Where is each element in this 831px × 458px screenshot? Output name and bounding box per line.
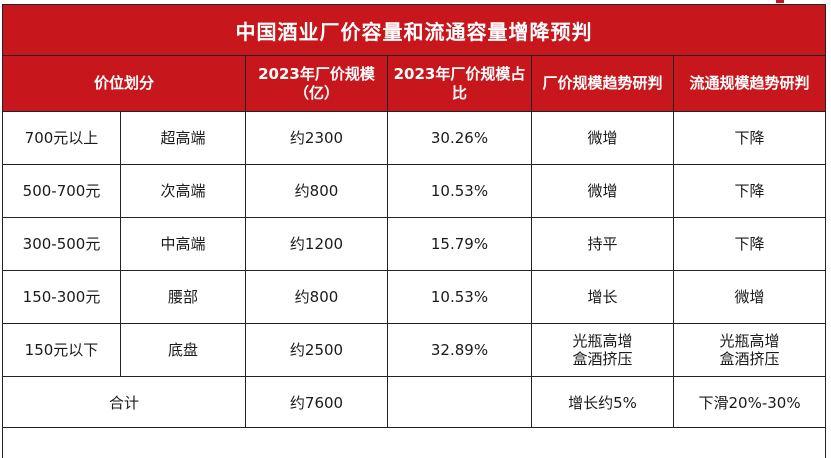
header-factory-trend: 厂价规模趋势研判: [532, 56, 674, 112]
header-row: 价位划分 2023年厂价规模（亿） 2023年厂价规模占比 厂价规模趋势研判 流…: [3, 56, 826, 112]
channel-trend-value: 光瓶高增 盒酒挤压: [674, 324, 826, 377]
scale-value: 约2500: [246, 324, 388, 377]
segment-name: 次高端: [121, 165, 246, 218]
total-row: 合计 约7600 增长约5% 下滑20%-30%: [3, 377, 826, 428]
channel-trend-value: 微增: [674, 271, 826, 324]
segment-name: 中高端: [121, 218, 246, 271]
footer-row: [3, 428, 826, 458]
price-range: 150-300元: [3, 271, 121, 324]
table-row: 150-300元 腰部 约800 10.53% 增长 微增: [3, 271, 826, 324]
table-row: 700元以上 超高端 约2300 30.26% 微增 下降: [3, 112, 826, 165]
table-title: 中国酒业厂价容量和流通容量增降预判: [3, 5, 826, 56]
scale-value: 约800: [246, 165, 388, 218]
channel-trend-value: 下降: [674, 165, 826, 218]
share-value: 10.53%: [388, 271, 532, 324]
price-range: 150元以下: [3, 324, 121, 377]
share-value: 32.89%: [388, 324, 532, 377]
price-range: 500-700元: [3, 165, 121, 218]
total-label: 合计: [3, 377, 246, 428]
segment-name: 底盘: [121, 324, 246, 377]
scale-value: 约1200: [246, 218, 388, 271]
table-row: 300-500元 中高端 约1200 15.79% 持平 下降: [3, 218, 826, 271]
total-channel-trend: 下滑20%-30%: [674, 377, 826, 428]
share-value: 30.26%: [388, 112, 532, 165]
table-row: 150元以下 底盘 约2500 32.89% 光瓶高增 盒酒挤压 光瓶高增 盒酒…: [3, 324, 826, 377]
total-share: [388, 377, 532, 428]
capacity-forecast-table: 中国酒业厂价容量和流通容量增降预判 价位划分 2023年厂价规模（亿） 2023…: [2, 4, 826, 458]
scale-value: 约2300: [246, 112, 388, 165]
table-footer: [3, 428, 826, 458]
price-range: 300-500元: [3, 218, 121, 271]
total-scale: 约7600: [246, 377, 388, 428]
title-row: 中国酒业厂价容量和流通容量增降预判: [3, 5, 826, 56]
segment-name: 超高端: [121, 112, 246, 165]
factory-trend-value: 持平: [532, 218, 674, 271]
header-scale-2023: 2023年厂价规模（亿）: [246, 56, 388, 112]
channel-trend-value: 下降: [674, 218, 826, 271]
price-range: 700元以上: [3, 112, 121, 165]
header-share-2023: 2023年厂价规模占比: [388, 56, 532, 112]
header-price-tier: 价位划分: [3, 56, 246, 112]
share-value: 15.79%: [388, 218, 532, 271]
factory-trend-value: 微增: [532, 112, 674, 165]
total-factory-trend: 增长约5%: [532, 377, 674, 428]
header-channel-trend: 流通规模趋势研判: [674, 56, 826, 112]
factory-trend-value: 增长: [532, 271, 674, 324]
share-value: 10.53%: [388, 165, 532, 218]
channel-trend-value: 下降: [674, 112, 826, 165]
top-accent-mark: [776, 0, 784, 3]
table-row: 500-700元 次高端 约800 10.53% 微增 下降: [3, 165, 826, 218]
scale-value: 约800: [246, 271, 388, 324]
factory-trend-value: 光瓶高增 盒酒挤压: [532, 324, 674, 377]
segment-name: 腰部: [121, 271, 246, 324]
factory-trend-value: 微增: [532, 165, 674, 218]
